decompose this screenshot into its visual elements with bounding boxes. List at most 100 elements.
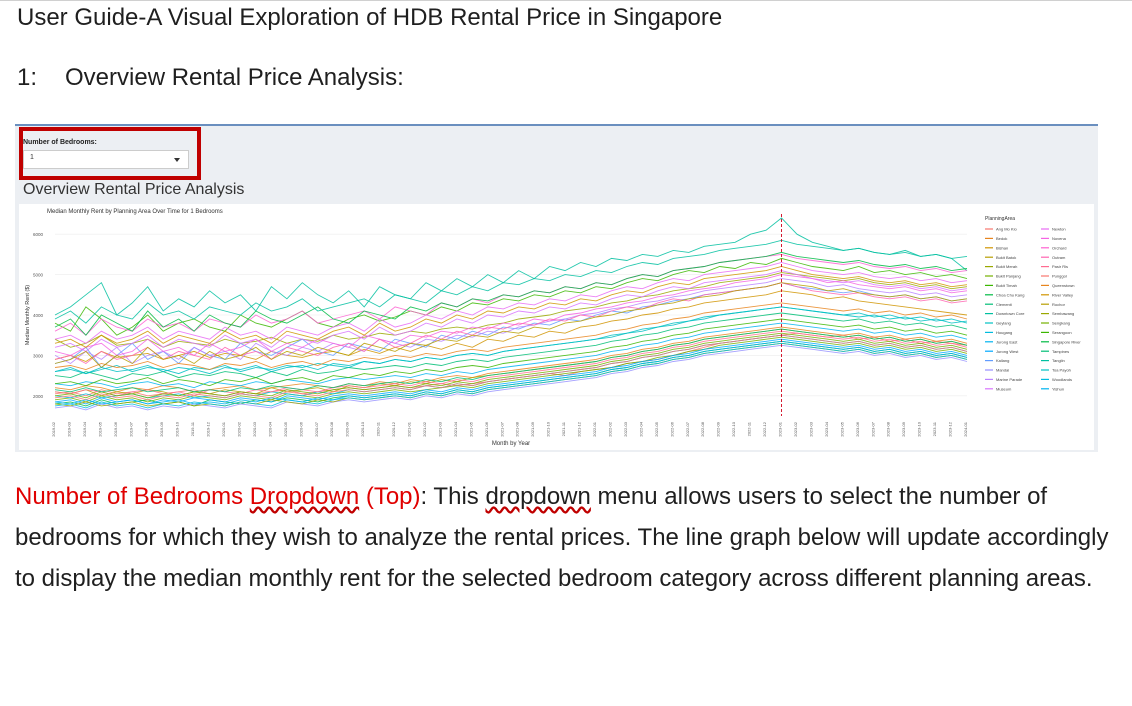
x-tick-label: 2023-10 xyxy=(917,421,922,436)
series-line-queenstown xyxy=(54,302,968,370)
legend-label-hougang: Hougang xyxy=(996,330,1012,335)
series-line-bukit-timah xyxy=(54,257,968,336)
x-tick-label: 2023-05 xyxy=(839,421,844,436)
legend-label-geylang: Geylang xyxy=(996,321,1011,326)
legend-label-sembawang: Sembawang xyxy=(1052,311,1074,316)
x-tick-label: 2023-04 xyxy=(824,421,829,436)
legend-label-museum: Museum xyxy=(996,386,1012,391)
x-tick-label: 2021-10 xyxy=(546,421,551,436)
paragraph-lead-1: Number of Bedrooms xyxy=(15,483,250,510)
x-tick-label: 2021-05 xyxy=(468,421,473,436)
bedrooms-dropdown[interactable]: 1 xyxy=(23,150,189,169)
document-title: User Guide-A Visual Exploration of HDB R… xyxy=(17,4,723,31)
legend-title: PlanningArea xyxy=(985,216,1015,222)
series-line-orchard xyxy=(54,253,968,336)
series-line-river-valley xyxy=(54,266,968,348)
legend-label-pasir-ris: Pasir Ris xyxy=(1052,264,1068,269)
x-tick-label: 2020-04 xyxy=(267,421,272,436)
legend-label-orchard: Orchard xyxy=(1052,245,1066,250)
chevron-down-icon xyxy=(174,158,180,162)
x-tick-label: 2019-09 xyxy=(159,421,164,436)
x-tick-label: 2022-12 xyxy=(762,421,767,436)
panel-title: Overview Rental Price Analysis xyxy=(23,181,245,198)
legend-label-tanglin: Tanglin xyxy=(1052,358,1065,363)
x-tick-label: 2022-02 xyxy=(607,421,612,436)
x-tick-label: 2022-07 xyxy=(685,421,690,436)
legend-label-kallang: Kallang xyxy=(996,358,1009,363)
x-tick-label: 2019-12 xyxy=(206,421,211,436)
series-line-sengkang xyxy=(54,332,968,399)
series-line-jurong-east xyxy=(54,322,968,389)
x-tick-label: 2020-12 xyxy=(391,421,396,436)
series-line-clementi xyxy=(54,312,968,381)
section-heading: 1: Overview Rental Price Analysis: xyxy=(17,64,404,92)
legend-label-sengkang: Sengkang xyxy=(1052,321,1070,326)
x-tick-label: 2019-10 xyxy=(175,421,180,436)
legend-label-bukit-merah: Bukit Merah xyxy=(996,264,1017,269)
series-line-tampines xyxy=(54,328,968,393)
series-line-jurong-west xyxy=(54,338,968,405)
legend-label-ang-mo-kio: Ang Mo Kio xyxy=(996,227,1017,232)
series-line-singapore-river xyxy=(54,251,968,336)
x-tick-label: 2020-01 xyxy=(221,421,226,436)
bedrooms-dropdown-label: Number of Bedrooms: xyxy=(23,139,97,146)
legend-label-clementi: Clementi xyxy=(996,302,1012,307)
y-tick-label: 2000 xyxy=(33,394,44,399)
x-tick-label: 2023-12 xyxy=(948,421,953,436)
x-tick-label: 2024-01 xyxy=(963,421,968,436)
legend-label-choa-chu-kang: Choa Chu Kang xyxy=(996,292,1024,297)
x-tick-label: 2019-07 xyxy=(128,421,133,436)
paragraph-text-3: menu allows users to select the number o… xyxy=(15,483,1109,592)
section-title: Overview Rental Price Analysis: xyxy=(65,64,404,91)
app-screenshot: Number of Bedrooms: 1 Overview Rental Pr… xyxy=(15,124,1098,452)
series-line-serangoon xyxy=(54,318,968,387)
x-tick-label: 2020-03 xyxy=(252,421,257,436)
legend-label-downtown-core: Downtown Core xyxy=(996,311,1025,316)
legend-label-bukit-panjang: Bukit Panjang xyxy=(996,274,1021,279)
x-tick-label: 2019-04 xyxy=(82,421,87,436)
y-tick-label: 5000 xyxy=(33,273,44,278)
legend-label-outram: Outram xyxy=(1052,255,1066,260)
x-tick-label: 2019-05 xyxy=(97,421,102,436)
x-tick-label: 2021-08 xyxy=(515,421,520,436)
x-tick-label: 2019-08 xyxy=(144,421,149,436)
legend-label-tampines: Tampines xyxy=(1052,349,1069,354)
x-tick-label: 2022-03 xyxy=(623,421,628,436)
bedrooms-dropdown-value: 1 xyxy=(30,154,34,161)
series-line-downtown-core xyxy=(54,217,968,316)
x-tick-label: 2022-09 xyxy=(716,421,721,436)
x-tick-label: 2019-03 xyxy=(66,421,71,436)
x-tick-label: 2020-08 xyxy=(329,421,334,436)
x-tick-label: 2020-02 xyxy=(236,421,241,436)
x-tick-label: 2023-06 xyxy=(855,421,860,436)
y-axis-label: Median Monthly Rent ($) xyxy=(25,285,31,345)
x-tick-label: 2021-09 xyxy=(530,421,535,436)
x-axis-label: Month by Year xyxy=(492,441,530,447)
x-tick-label: 2021-06 xyxy=(484,421,489,436)
x-tick-label: 2019-11 xyxy=(190,421,195,436)
page-top-border xyxy=(0,0,1132,1)
x-tick-label: 2020-10 xyxy=(360,421,365,436)
series-line-woodlands xyxy=(54,342,968,409)
legend-label-queenstown: Queenstown xyxy=(1052,283,1074,288)
legend-label-woodlands: Woodlands xyxy=(1052,377,1072,382)
series-line-mandai xyxy=(54,344,968,411)
x-tick-label: 2023-02 xyxy=(793,421,798,436)
legend-label-punggol: Punggol xyxy=(1052,274,1067,279)
series-line-bukit-panjang xyxy=(54,336,968,403)
x-tick-label: 2020-05 xyxy=(283,421,288,436)
legend-label-yishun: Yishun xyxy=(1052,386,1064,391)
series-line-tanglin xyxy=(54,239,968,324)
y-tick-label: 6000 xyxy=(33,232,44,237)
explanation-paragraph: Number of Bedrooms Dropdown (Top): This … xyxy=(15,476,1115,599)
series-line-bishan xyxy=(54,290,968,363)
x-tick-label: 2023-03 xyxy=(808,421,813,436)
rent-line-chart: Median Monthly Rent by Planning Area Ove… xyxy=(25,209,1081,447)
x-tick-label: 2019-06 xyxy=(113,421,118,436)
x-tick-label: 2023-08 xyxy=(886,421,891,436)
x-tick-label: 2021-04 xyxy=(453,421,458,436)
series-line-newton xyxy=(54,262,968,344)
x-tick-label: 2022-01 xyxy=(592,421,597,436)
legend-label-bukit-timah: Bukit Timah xyxy=(996,283,1017,288)
x-tick-label: 2022-10 xyxy=(731,421,736,436)
